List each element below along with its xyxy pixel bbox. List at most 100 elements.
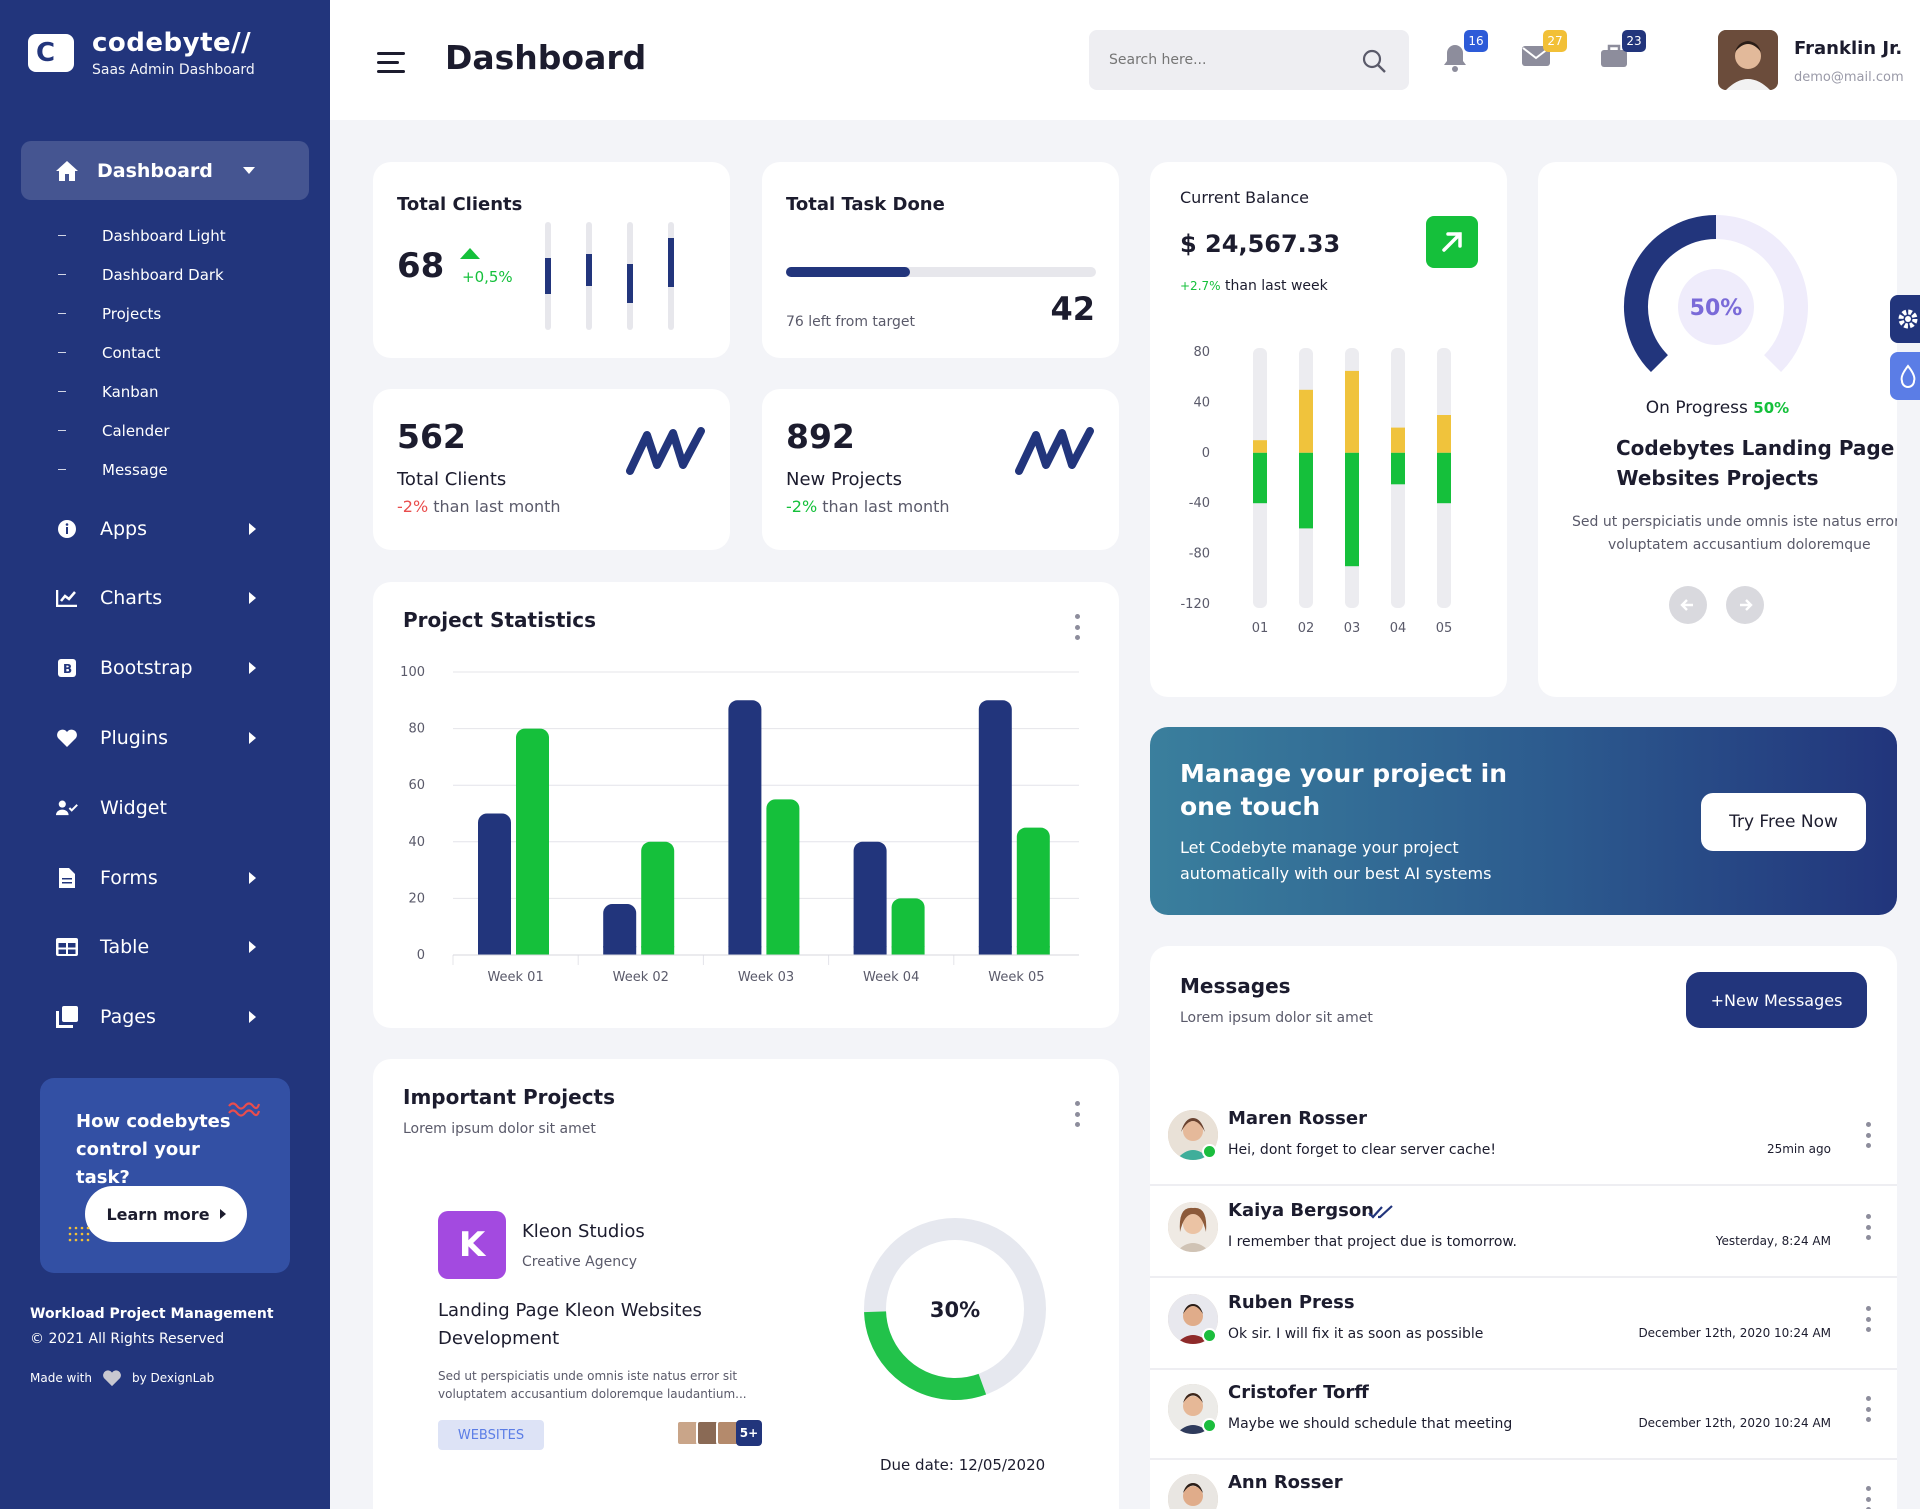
sidebar-item-widget[interactable]: Widget (56, 788, 286, 828)
data-bar (603, 904, 637, 955)
more-options-icon[interactable] (1866, 1486, 1872, 1509)
prev-button[interactable] (1669, 586, 1707, 624)
message-item[interactable]: Ruben Press Ok sir. I will fix it as soo… (1150, 1280, 1897, 1370)
more-options-icon[interactable] (1866, 1214, 1872, 1240)
trend-up-button[interactable] (1426, 216, 1478, 268)
try-free-now-button[interactable]: Try Free Now (1701, 793, 1866, 851)
card-title: Project Statistics (403, 608, 597, 632)
sidebar-promo-card: How codebytes control your task? Learn m… (40, 1078, 290, 1273)
message-item[interactable]: Ann Rosser (1150, 1460, 1897, 1509)
positive-bar (1299, 389, 1313, 453)
double-check-icon (1368, 1205, 1393, 1219)
sidebar-item-apps[interactable]: Apps (56, 509, 286, 549)
current-balance-card: Current Balance $ 24,567.33 +2.7% than l… (1150, 162, 1507, 697)
x-tick-label: Week 02 (613, 970, 669, 985)
project-desc-line1: Sed ut perspiciatis unde omnis iste natu… (1572, 514, 1897, 530)
data-bar (516, 728, 549, 955)
message-item[interactable]: Maren Rosser Hei, dont forget to clear s… (1150, 1096, 1897, 1186)
notifications-button[interactable]: 16 (1442, 30, 1488, 73)
brand[interactable]: C codebyte// Saas Admin Dashboard (28, 28, 255, 78)
x-tick-label: 05 (1436, 621, 1453, 636)
y-tick-label: 80 (1193, 345, 1210, 360)
x-tick-label: 02 (1298, 621, 1315, 636)
y-tick-label: -80 (1189, 547, 1210, 562)
message-item[interactable]: Kaiya Bergson I remember that project du… (1150, 1188, 1897, 1278)
next-button[interactable] (1726, 586, 1764, 624)
mini-bar (545, 222, 551, 330)
learn-more-button[interactable]: Learn more (85, 1186, 247, 1242)
submenu-item[interactable]: Dashboard Light (58, 216, 226, 255)
data-bar (641, 841, 675, 955)
avatar (1168, 1474, 1218, 1509)
team-members[interactable]: 5+ (676, 1420, 762, 1446)
user-avatar[interactable] (1718, 30, 1778, 90)
chevron-right-icon (249, 592, 256, 604)
user-check-icon (56, 797, 78, 819)
submenu-item[interactable]: Dashboard Dark (58, 255, 226, 294)
mini-bar-fill (627, 264, 633, 303)
negative-bar (1299, 452, 1313, 529)
submenu-item[interactable]: Projects (58, 294, 226, 333)
mini-bar (586, 222, 592, 330)
y-tick-label: 60 (408, 778, 425, 793)
menu-toggle-icon[interactable] (377, 52, 405, 79)
sidebar-item-plugins[interactable]: Plugins (56, 718, 286, 758)
message-text: Maybe we should schedule that meeting (1228, 1416, 1513, 1432)
negative-bar (1345, 452, 1359, 567)
submenu-item[interactable]: Calender (58, 411, 226, 450)
y-tick-label: 100 (400, 665, 425, 680)
stat-label: Total Clients (397, 469, 507, 490)
settings-panel-toggle[interactable] (1890, 295, 1920, 343)
chevron-right-icon (249, 732, 256, 744)
manage-project-banner: Manage your project in one touch Let Cod… (1150, 727, 1897, 915)
sidebar-item-pages[interactable]: Pages (56, 997, 286, 1037)
submenu-item[interactable]: Contact (58, 333, 226, 372)
brand-subtitle: Saas Admin Dashboard (92, 62, 255, 78)
sidebar-item-table[interactable]: Table (56, 927, 286, 967)
top-header: Dashboard 16 27 23 Franklin Jr. demo@mai… (330, 0, 1920, 120)
y-tick-label: -120 (1180, 597, 1210, 612)
more-options-icon[interactable] (1866, 1396, 1872, 1422)
company-name: Kleon Studios (522, 1221, 645, 1242)
user-name: Franklin Jr. (1794, 38, 1903, 59)
submenu-item[interactable]: Kanban (58, 372, 226, 411)
message-text: Hei, dont forget to clear server cache! (1228, 1142, 1496, 1158)
chart-icon (56, 587, 78, 609)
file-icon (56, 867, 78, 889)
sidebar-item-dashboard[interactable]: Dashboard (21, 141, 309, 200)
search-icon[interactable] (1361, 48, 1387, 74)
pages-icon (56, 1006, 78, 1028)
message-text: I remember that project due is tomorrow. (1228, 1234, 1518, 1250)
y-tick-label: 0 (1202, 446, 1210, 461)
sidebar-item-bootstrap[interactable]: B Bootstrap (56, 648, 286, 688)
mini-bar-fill (668, 238, 674, 287)
messages-button[interactable]: 27 (1521, 30, 1567, 73)
dashboard-submenu: Dashboard Light Dashboard Dark Projects … (58, 216, 226, 489)
more-options-icon[interactable] (1866, 1122, 1872, 1148)
tasks-button[interactable]: 23 (1600, 30, 1646, 73)
sidebar-item-charts[interactable]: Charts (56, 578, 286, 618)
message-item[interactable]: Cristofer Torff Maybe we should schedule… (1150, 1370, 1897, 1460)
search-input[interactable] (1109, 48, 1349, 72)
task-left-text: 76 left from target (786, 314, 915, 330)
submenu-item[interactable]: Message (58, 450, 226, 489)
project-tag[interactable]: WEBSITES (438, 1420, 544, 1450)
stat-label: New Projects (786, 469, 902, 490)
sidebar-item-forms[interactable]: Forms (56, 858, 286, 898)
important-projects-card: Important Projects Lorem ipsum dolor sit… (373, 1059, 1119, 1509)
clients-stat-card: 562 Total Clients -2% than last month (373, 389, 730, 550)
negative-bar (1391, 452, 1405, 485)
gauge-center (1678, 269, 1754, 345)
data-bar (853, 841, 887, 955)
project-description: Sed ut perspiciatis unde omnis iste natu… (438, 1369, 747, 1401)
projects-stat-card: 892 New Projects -2% than last month (762, 389, 1119, 550)
more-options-icon[interactable] (1075, 614, 1081, 640)
stat-change: -2% than last month (397, 497, 561, 516)
y-tick-label: 20 (408, 891, 425, 906)
more-options-icon[interactable] (1075, 1101, 1081, 1127)
banner-text: Let Codebyte manage your project automat… (1180, 838, 1492, 883)
new-message-button[interactable]: +New Messages (1686, 972, 1867, 1028)
theme-panel-toggle[interactable] (1890, 352, 1920, 400)
footer-made-with: Made with by DexignLab (30, 1370, 215, 1387)
more-options-icon[interactable] (1866, 1306, 1872, 1332)
